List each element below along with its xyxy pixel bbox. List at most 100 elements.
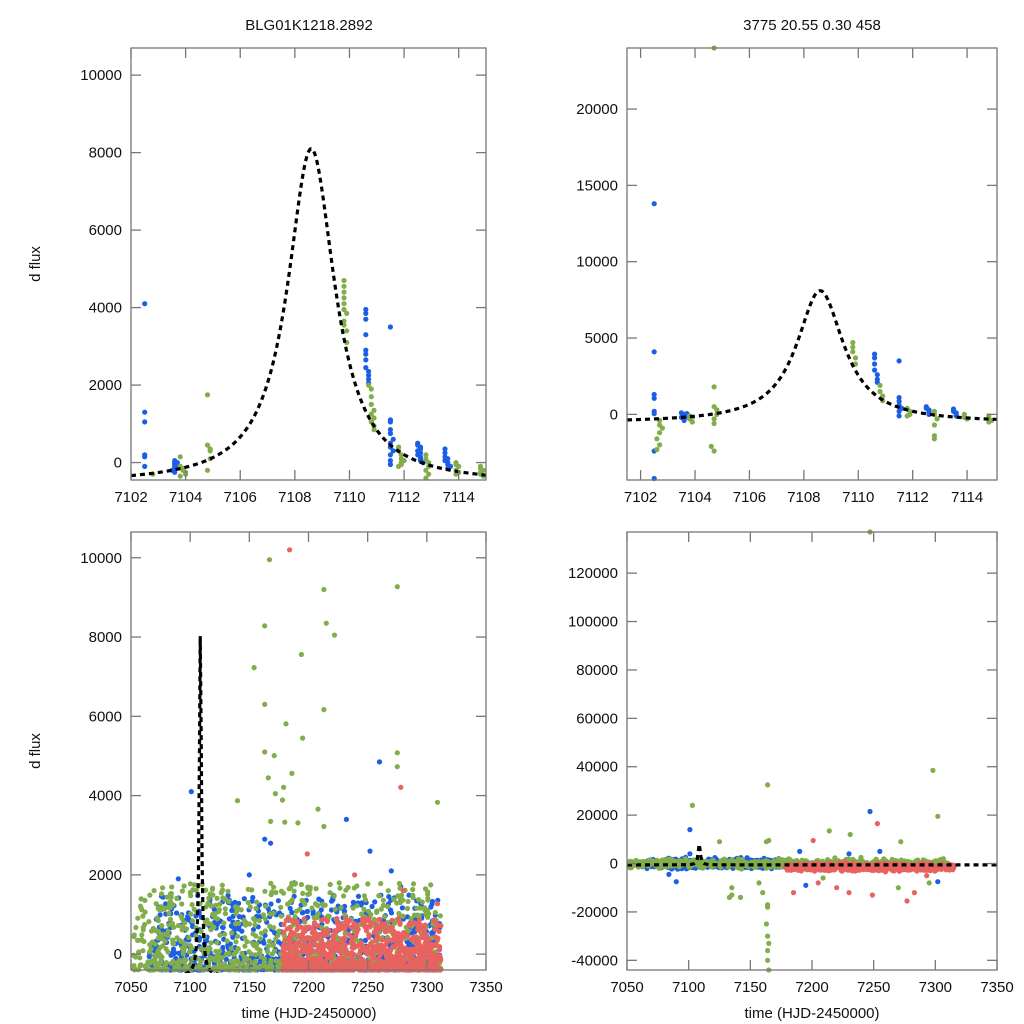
data-point [336, 880, 342, 886]
data-point [225, 892, 231, 899]
data-point-outlier [246, 872, 252, 878]
data-point [217, 948, 223, 954]
data-point [373, 964, 379, 970]
data-point [287, 899, 293, 905]
data-point [300, 890, 306, 897]
data-point [166, 910, 172, 917]
data-point [159, 891, 165, 897]
data-point [386, 960, 392, 966]
data-point [262, 916, 268, 922]
data-point [142, 419, 148, 425]
data-point [434, 937, 440, 943]
data-point-outlier [234, 798, 241, 804]
data-point [776, 855, 782, 861]
data-point [363, 928, 370, 934]
data-point [376, 893, 382, 899]
data-point-outlier [279, 797, 286, 803]
data-point [342, 930, 348, 936]
data-point [286, 886, 292, 892]
data-point [366, 959, 372, 965]
data-point [266, 938, 272, 944]
data-point-outlier [765, 782, 771, 788]
data-point [243, 963, 249, 969]
data-point [351, 952, 357, 958]
data-point [226, 916, 232, 922]
data-point-outlier [268, 818, 274, 825]
data-point-outlier [434, 799, 441, 805]
data-point-outlier [737, 894, 744, 901]
data-point [381, 913, 388, 920]
data-point [220, 924, 226, 931]
data-point [371, 407, 377, 413]
panel-top-right: 7102 7104 7106 7108 7110 7112 7114050001000015… [576, 45, 998, 506]
data-point [651, 411, 657, 417]
data-point [647, 858, 654, 864]
data-point [271, 884, 277, 890]
data-point [267, 923, 273, 930]
panel-top-left: 7102 7104 7106 7108 7110 7112 7114020004000600… [80, 47, 487, 506]
data-point [233, 939, 239, 945]
panel-bottom-right: 7050 7100 7150 7200 7250 7300 7350-40000-20000… [568, 529, 1014, 996]
data-point [708, 443, 714, 449]
data-point [398, 452, 404, 458]
data-point [177, 473, 183, 479]
data-point [167, 916, 174, 922]
data-point [299, 924, 305, 930]
data-point [434, 921, 440, 927]
data-point [651, 391, 657, 398]
data-point [852, 355, 859, 361]
data-point-outlier [268, 840, 274, 846]
data-point [368, 394, 374, 400]
data-point-outlier [898, 839, 904, 845]
data-point [207, 921, 213, 927]
y-tick-label: 4000 [89, 788, 122, 805]
data-point-outlier [262, 701, 268, 708]
data-point-outlier [826, 828, 832, 834]
data-point-outlier [729, 885, 735, 891]
y-tick-label: 0 [610, 406, 618, 423]
data-point [234, 904, 240, 911]
data-point [273, 889, 279, 896]
data-point [711, 448, 717, 454]
data-point [216, 909, 222, 915]
data-point [214, 940, 220, 946]
data-point [437, 913, 443, 919]
data-point [269, 951, 275, 957]
data-point [406, 922, 412, 929]
y-tick-label: 10000 [576, 254, 618, 271]
data-point [318, 907, 324, 913]
data-point-outlier [765, 948, 771, 954]
data-point [262, 928, 268, 934]
data-point [350, 905, 356, 911]
data-point [228, 945, 234, 951]
title-left: BLG01K1218.2892 [245, 17, 373, 34]
data-point [436, 928, 442, 935]
data-point-outlier [321, 823, 327, 830]
data-point [376, 926, 383, 933]
data-point [319, 958, 325, 964]
data-point [268, 901, 274, 907]
data-point [313, 886, 319, 892]
plot-area [131, 547, 444, 973]
data-point-outlier [321, 707, 327, 713]
y-tick-label: 0 [114, 455, 122, 472]
data-point [147, 892, 153, 898]
data-point [330, 933, 336, 939]
x-tick-label: 7250 [351, 979, 384, 996]
data-point [159, 954, 165, 960]
data-point [384, 928, 390, 934]
data-point [707, 860, 713, 866]
data-point [297, 963, 303, 969]
data-point [390, 960, 396, 966]
data-point [148, 946, 154, 952]
data-point [137, 955, 143, 961]
data-point [233, 957, 239, 963]
data-point [234, 933, 241, 939]
data-point [302, 938, 308, 944]
data-point [174, 910, 180, 916]
data-point-outlier [394, 750, 400, 756]
data-point [253, 965, 259, 971]
data-point-outlier [262, 749, 268, 755]
data-point [390, 436, 396, 442]
data-point [305, 944, 311, 950]
